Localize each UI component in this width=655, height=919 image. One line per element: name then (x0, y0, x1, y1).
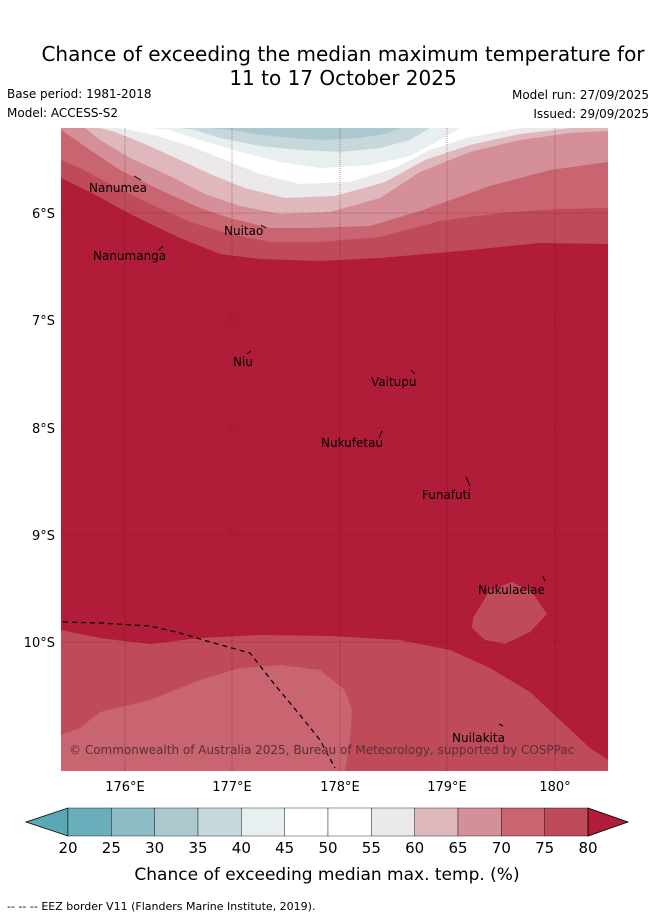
place-label: Nuitao (224, 224, 263, 238)
lat-label: 9°S (32, 529, 55, 544)
lat-label: 8°S (32, 422, 55, 437)
colorbar-cell (197, 807, 242, 837)
place-label: Funafuti (422, 488, 471, 502)
colorbar-tick: 50 (318, 839, 337, 857)
eez-legend-label: EEZ border V11 (Flanders Marine Institut… (41, 900, 316, 913)
colorbar-cell (414, 807, 459, 837)
lat-label: 6°S (32, 207, 55, 222)
colorbar-tick: 20 (58, 839, 77, 857)
colorbar-tick: 25 (102, 839, 121, 857)
colorbar-tick: 30 (145, 839, 164, 857)
colorbar-cell (154, 807, 199, 837)
island-marks (133, 175, 546, 727)
base-period: Base period: 1981-2018 (7, 87, 152, 101)
latitude-labels: 6°S 7°S 8°S 9°S 10°S (24, 207, 55, 651)
colorbar-below-arrow (24, 807, 69, 837)
colorbar-above-arrow (587, 807, 630, 837)
map-figure: Nanumea Nuitao Nanumanga Niu Vaitupu Nuk… (24, 128, 608, 795)
place-labels: Nanumea Nuitao Nanumanga Niu Vaitupu Nuk… (89, 181, 545, 745)
lon-label: 180° (539, 780, 570, 795)
title-line-2: 11 to 17 October 2025 (229, 66, 457, 90)
colorbar-tick: 80 (578, 839, 597, 857)
colorbar-tick: 65 (448, 839, 467, 857)
colorbar-cell (241, 807, 285, 837)
place-label: Nanumanga (93, 249, 166, 263)
colorbar-tick: 60 (405, 839, 424, 857)
longitude-labels: 176°E 177°E 178°E 179°E 180° (105, 780, 570, 795)
colorbar-cell (501, 807, 545, 837)
place-label: Niu (233, 355, 253, 369)
issued-date: Issued: 29/09/2025 (533, 107, 649, 121)
lon-label: 178°E (320, 780, 360, 795)
place-label: Nukulaelae (478, 583, 545, 597)
lon-label: 177°E (212, 780, 252, 795)
eez-legend: -- -- -- EEZ border V11 (Flanders Marine… (7, 900, 315, 913)
probability-field (61, 128, 608, 771)
place-label: Nanumea (89, 181, 147, 195)
title-line-1: Chance of exceeding the median maximum t… (41, 42, 645, 66)
colorbar-cell (284, 807, 329, 837)
eez-legend-symbol: -- -- -- (7, 900, 38, 913)
place-label: Vaitupu (371, 375, 417, 389)
colorbar-cell (457, 807, 502, 837)
colorbar-tick-labels: 20 25 30 35 40 45 50 55 60 65 70 75 80 (58, 839, 597, 857)
lat-label: 7°S (32, 314, 55, 329)
colorbar-tick: 70 (492, 839, 511, 857)
colorbar-cell (67, 807, 112, 837)
colorbar-tick: 35 (188, 839, 207, 857)
lon-label: 179°E (427, 780, 467, 795)
place-label: Nukufetau (321, 436, 383, 450)
colorbar-cell (327, 807, 372, 837)
colorbar-cell (371, 807, 415, 837)
colorbar-tick: 40 (232, 839, 251, 857)
model-run: Model run: 27/09/2025 (511, 88, 649, 102)
lon-label: 176°E (105, 780, 145, 795)
colorbar-tick: 45 (275, 839, 294, 857)
colorbar: 20 25 30 35 40 45 50 55 60 65 70 75 80 Chance of exc… (24, 807, 630, 885)
place-label: Nuilakita (452, 731, 505, 745)
lat-label: 10°S (24, 636, 55, 651)
colorbar-cells (67, 807, 589, 837)
copyright-notice: © Commonwealth of Australia 2025, Bureau… (69, 743, 574, 757)
model-name: Model: ACCESS-S2 (7, 106, 119, 120)
colorbar-tick: 55 (362, 839, 381, 857)
colorbar-cell (544, 807, 589, 837)
colorbar-label: Chance of exceeding median max. temp. (%… (134, 865, 519, 885)
colorbar-cell (111, 807, 155, 837)
colorbar-tick: 75 (535, 839, 554, 857)
